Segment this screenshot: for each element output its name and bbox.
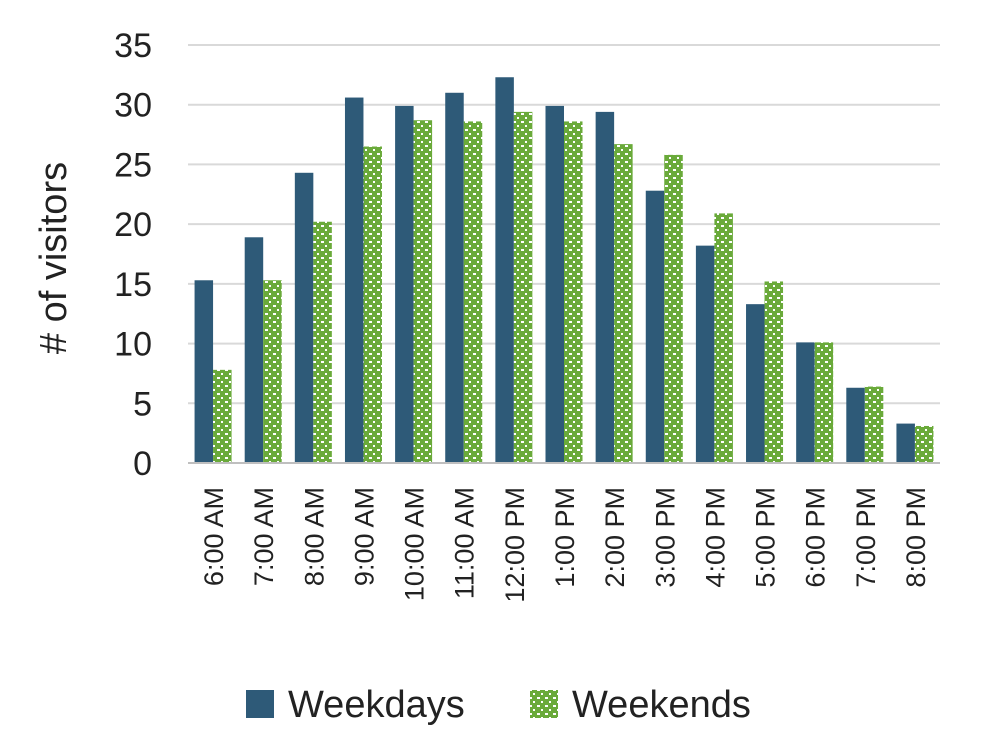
x-tick-label: 6:00 AM — [199, 487, 229, 586]
legend-swatch-weekends — [530, 690, 558, 718]
y-tick-label: 5 — [133, 385, 152, 423]
bar-weekdays-6 — [495, 77, 514, 463]
bar-weekends-11 — [764, 281, 784, 463]
bar-weekdays-9 — [645, 190, 665, 463]
bars — [194, 77, 934, 464]
bar-weekdays-11 — [746, 304, 765, 463]
x-tick-label: 2:00 PM — [600, 487, 630, 588]
bar-weekends-4 — [413, 120, 433, 464]
x-tick-label: 6:00 PM — [801, 487, 831, 588]
x-tick-label: 9:00 AM — [349, 487, 379, 586]
x-tick-label: 10:00 AM — [400, 487, 430, 601]
bar-weekdays-4 — [395, 105, 414, 463]
x-tick-label: 3:00 PM — [650, 487, 680, 588]
bar-weekdays-2 — [294, 172, 314, 463]
bar-weekends-10 — [714, 213, 733, 463]
bar-weekends-0 — [213, 369, 232, 463]
bar-weekdays-3 — [344, 97, 364, 463]
x-tick-label: 7:00 AM — [249, 487, 279, 586]
y-tick-label: 20 — [114, 206, 152, 244]
x-tick-label: 12:00 PM — [500, 487, 530, 603]
bar-weekends-6 — [513, 111, 533, 463]
y-tick-label: 25 — [114, 146, 152, 184]
x-axis-ticks: 6:00 AM 7:00 AM 8:00 AM 9:00 AM 10:00 AM 11:0… — [199, 487, 931, 603]
x-tick-label: 8:00 AM — [299, 487, 329, 586]
bar-weekends-12 — [814, 342, 834, 463]
y-tick-label: 30 — [114, 87, 152, 125]
bar-weekends-3 — [363, 146, 382, 463]
bar-weekdays-13 — [846, 387, 865, 463]
bar-weekends-8 — [614, 144, 633, 463]
bar-weekends-2 — [313, 221, 332, 463]
bar-weekdays-5 — [445, 92, 464, 464]
x-tick-label: 1:00 PM — [550, 487, 580, 588]
x-tick-label: 8:00 PM — [901, 487, 931, 588]
bar-weekends-13 — [864, 386, 884, 463]
bar-weekdays-8 — [595, 111, 615, 463]
bar-weekdays-10 — [695, 245, 715, 463]
bar-weekdays-7 — [545, 105, 564, 463]
bar-weekdays-1 — [244, 237, 264, 463]
y-axis-ticks: 0 5 10 15 20 25 30 35 — [114, 27, 152, 483]
bar-weekdays-0 — [194, 280, 214, 463]
legend-label: Weekends — [572, 684, 751, 726]
legend-swatch-weekdays — [246, 690, 274, 718]
y-tick-label: 15 — [114, 266, 152, 304]
bar-weekends-5 — [463, 121, 483, 463]
y-tick-label: 10 — [114, 326, 152, 364]
bar-weekends-14 — [914, 425, 934, 463]
bar-weekends-1 — [263, 280, 282, 463]
bar-weekdays-14 — [896, 423, 915, 463]
legend-label: Weekdays — [288, 684, 465, 726]
x-tick-label: 5:00 PM — [751, 487, 781, 588]
bar-weekends-7 — [564, 121, 583, 463]
x-tick-label: 4:00 PM — [700, 487, 730, 588]
x-tick-label: 11:00 AM — [450, 487, 480, 599]
y-axis-title: # of visitors — [33, 162, 75, 354]
y-tick-label: 35 — [114, 27, 152, 65]
bar-weekends-9 — [664, 154, 683, 464]
legend: Weekdays Weekends — [246, 684, 751, 726]
bar-weekdays-12 — [796, 342, 815, 463]
y-tick-label: 0 — [133, 445, 152, 483]
x-tick-label: 7:00 PM — [851, 487, 881, 588]
